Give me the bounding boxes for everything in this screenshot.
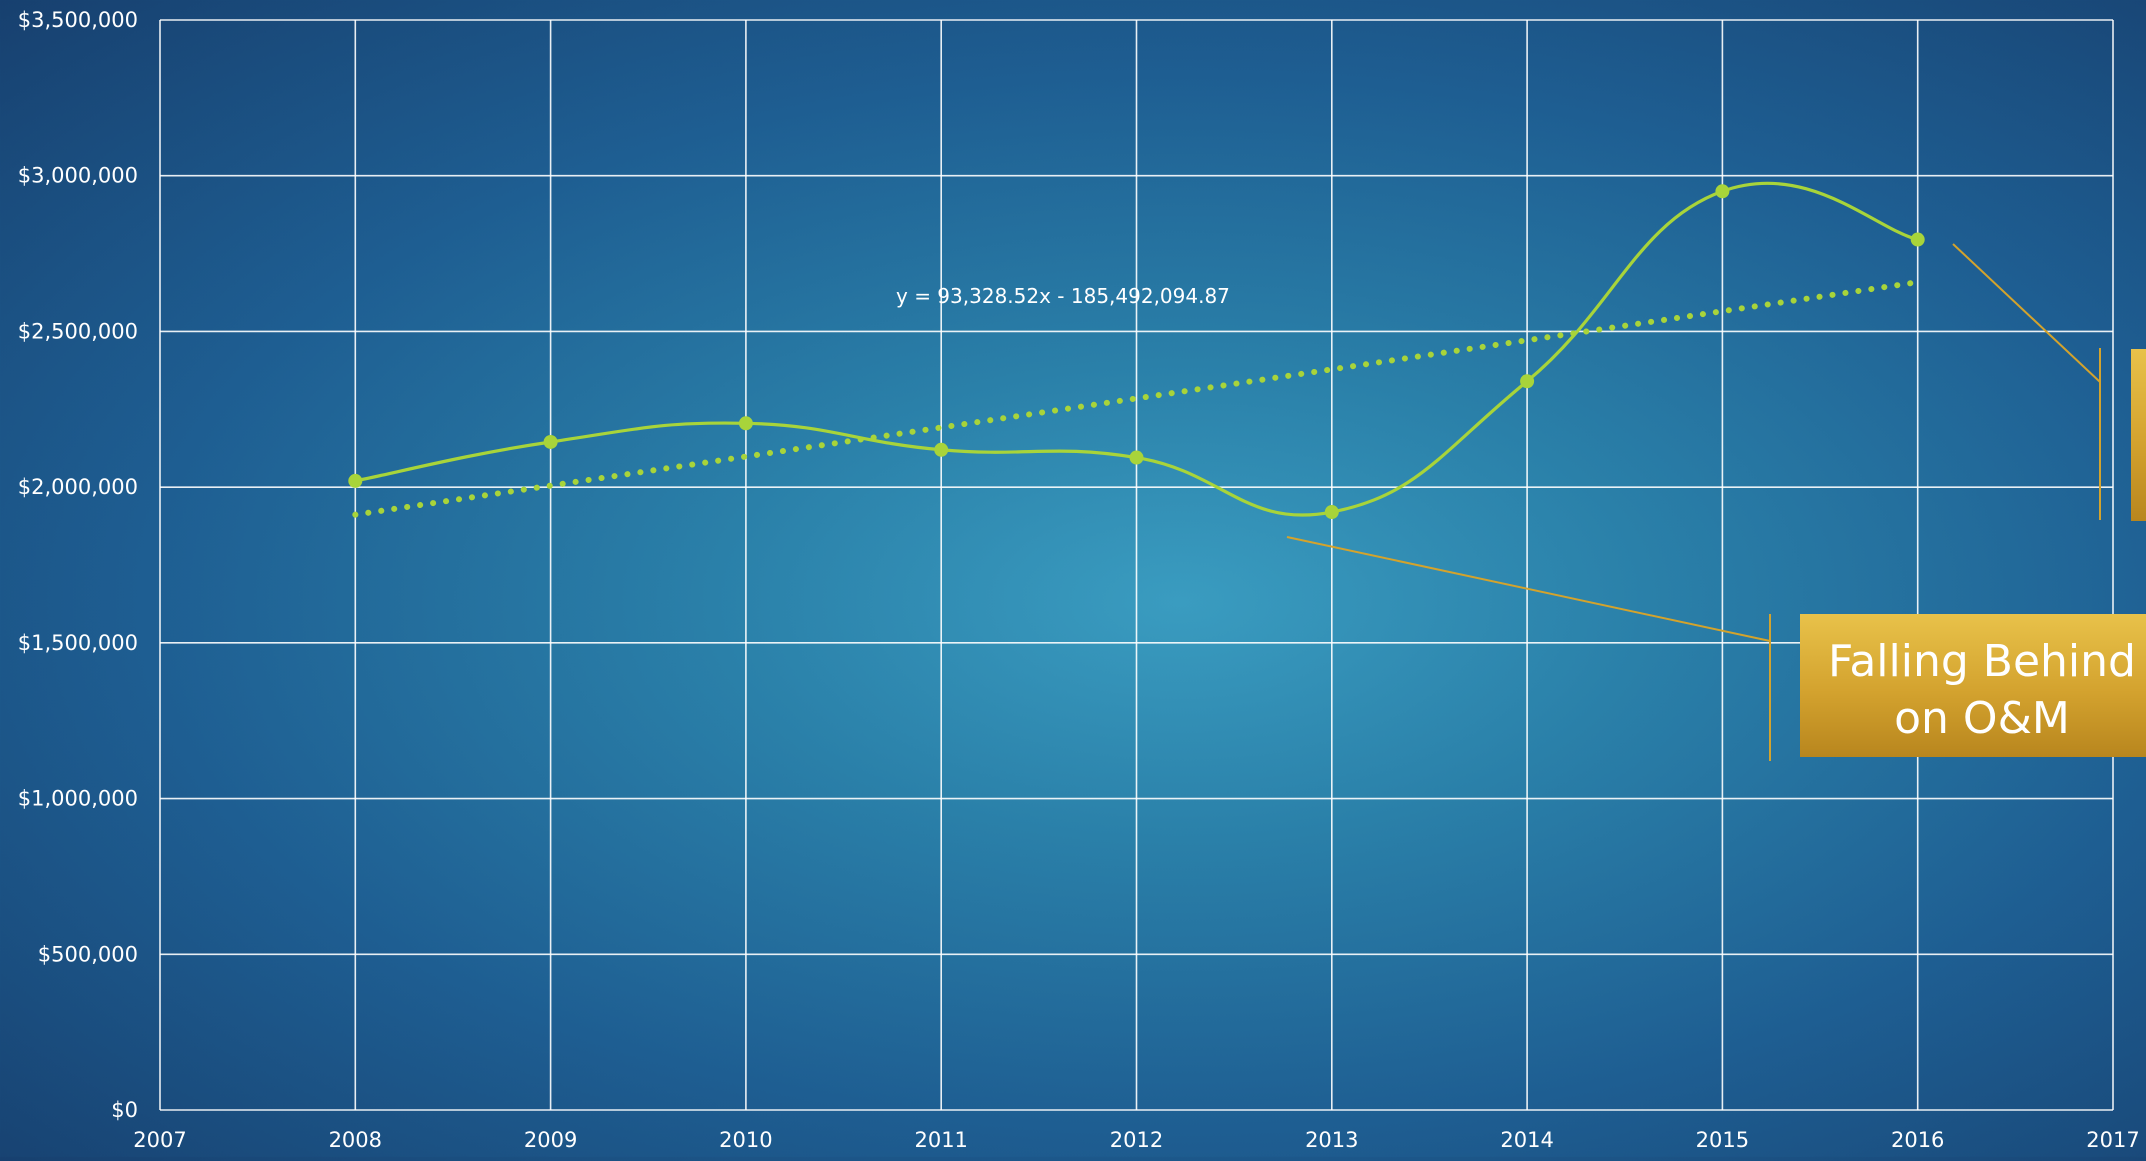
y-tick-label: $0 bbox=[111, 1098, 138, 1122]
callout-1-pointer bbox=[1286, 536, 1771, 642]
data-point-marker bbox=[1324, 505, 1339, 520]
data-point-marker bbox=[543, 434, 558, 449]
data-point-marker bbox=[1520, 374, 1535, 389]
data-point-marker bbox=[1910, 232, 1925, 247]
y-tick-label: $3,000,000 bbox=[18, 164, 138, 188]
callout-1-box bbox=[1800, 614, 2146, 757]
x-tick-label: 2008 bbox=[329, 1128, 382, 1152]
data-point-marker bbox=[934, 442, 949, 457]
callout-2-pointer bbox=[1952, 243, 2101, 383]
data-point-marker bbox=[1129, 450, 1144, 465]
data-point-marker bbox=[738, 416, 753, 431]
x-tick-label: 2016 bbox=[1891, 1128, 1944, 1152]
x-tick-label: 2014 bbox=[1500, 1128, 1553, 1152]
x-tick-label: 2007 bbox=[133, 1128, 186, 1152]
x-tick-label: 2013 bbox=[1305, 1128, 1358, 1152]
axes: 2007 2008 2009 2010 2011 2012 2013 2014 2015 2016… bbox=[18, 8, 2140, 1152]
series bbox=[348, 181, 1925, 520]
trendline bbox=[352, 279, 1921, 518]
y-tick-label: $1,500,000 bbox=[18, 631, 138, 655]
callout-2-box bbox=[2131, 349, 2146, 521]
x-tick-label: 2011 bbox=[914, 1128, 967, 1152]
y-tick-label: $1,000,000 bbox=[18, 787, 138, 811]
x-tick-label: 2017 bbox=[2086, 1128, 2139, 1152]
callout-1-text-line2: on O&M bbox=[1894, 693, 2070, 744]
y-tick-label: $2,500,000 bbox=[18, 319, 138, 343]
y-tick-label: $500,000 bbox=[38, 942, 138, 966]
series-line bbox=[354, 181, 1919, 517]
y-tick-label: $3,500,000 bbox=[18, 8, 138, 32]
annotations: Falling Behind on O&M bbox=[1286, 243, 2146, 761]
callout-1-text-line1: Falling Behind bbox=[1828, 636, 2136, 687]
gridlines bbox=[159, 19, 2114, 1111]
trendline-dotted bbox=[352, 279, 1921, 518]
x-tick-label: 2015 bbox=[1696, 1128, 1749, 1152]
data-point-marker bbox=[1715, 184, 1730, 199]
x-tick-label: 2010 bbox=[719, 1128, 772, 1152]
x-tick-label: 2012 bbox=[1110, 1128, 1163, 1152]
x-tick-label: 2009 bbox=[524, 1128, 577, 1152]
y-tick-label: $2,000,000 bbox=[18, 475, 138, 499]
trendline-equation: y = 93,328.52x - 185,492,094.87 bbox=[896, 284, 1230, 308]
data-point-marker bbox=[348, 473, 363, 488]
